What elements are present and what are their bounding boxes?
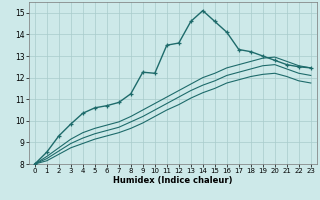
X-axis label: Humidex (Indice chaleur): Humidex (Indice chaleur) [113,176,233,185]
